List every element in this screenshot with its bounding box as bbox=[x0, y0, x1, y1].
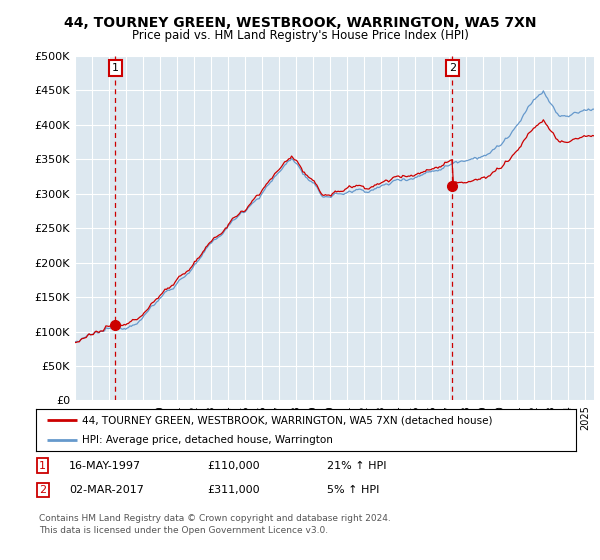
Text: 2: 2 bbox=[39, 485, 46, 495]
Text: 16-MAY-1997: 16-MAY-1997 bbox=[69, 461, 141, 471]
Text: 44, TOURNEY GREEN, WESTBROOK, WARRINGTON, WA5 7XN: 44, TOURNEY GREEN, WESTBROOK, WARRINGTON… bbox=[64, 16, 536, 30]
Text: 44, TOURNEY GREEN, WESTBROOK, WARRINGTON, WA5 7XN (detached house): 44, TOURNEY GREEN, WESTBROOK, WARRINGTON… bbox=[82, 415, 493, 425]
Text: 02-MAR-2017: 02-MAR-2017 bbox=[69, 485, 144, 495]
Text: 21% ↑ HPI: 21% ↑ HPI bbox=[327, 461, 386, 471]
Text: 5% ↑ HPI: 5% ↑ HPI bbox=[327, 485, 379, 495]
Text: Price paid vs. HM Land Registry's House Price Index (HPI): Price paid vs. HM Land Registry's House … bbox=[131, 29, 469, 42]
Text: Contains HM Land Registry data © Crown copyright and database right 2024.
This d: Contains HM Land Registry data © Crown c… bbox=[39, 514, 391, 535]
Text: £311,000: £311,000 bbox=[207, 485, 260, 495]
Text: 1: 1 bbox=[112, 63, 119, 73]
Text: HPI: Average price, detached house, Warrington: HPI: Average price, detached house, Warr… bbox=[82, 435, 333, 445]
Text: 2: 2 bbox=[449, 63, 456, 73]
Text: 1: 1 bbox=[39, 461, 46, 471]
Text: £110,000: £110,000 bbox=[207, 461, 260, 471]
